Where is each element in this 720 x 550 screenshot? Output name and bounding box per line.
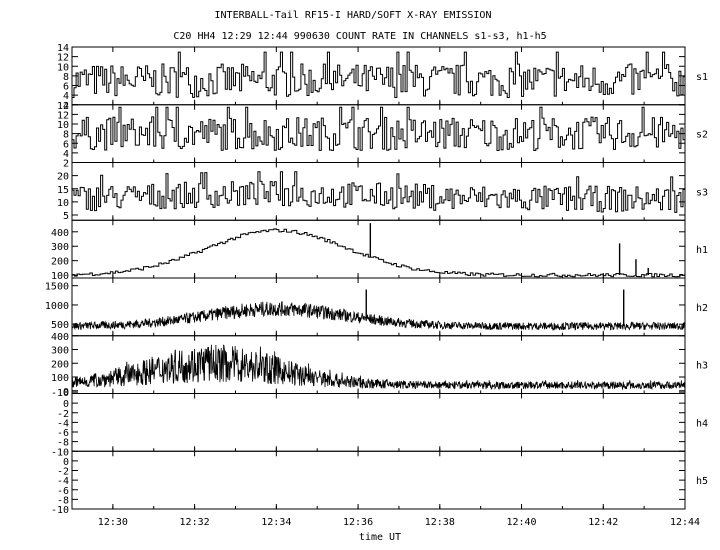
x-tick-label: 12:36: [343, 517, 373, 528]
y-tick-label: 4: [63, 149, 69, 160]
panel-label-h1: h1: [696, 245, 708, 256]
series-h3: [71, 344, 685, 391]
y-tick-label: 2: [63, 101, 69, 112]
y-tick-label: 0: [63, 457, 69, 468]
y-tick-label: 8: [63, 72, 69, 83]
x-axis-label: time UT: [359, 532, 401, 543]
panel-frame: [71, 219, 686, 279]
y-tick-label: 4: [63, 91, 69, 102]
y-tick-label: 6: [63, 82, 69, 93]
panel-label-s1: s1: [696, 72, 708, 83]
series-h2: [71, 301, 685, 332]
y-tick-label: 2: [63, 159, 69, 170]
panel-frame: [71, 277, 686, 337]
y-tick-label: -8: [57, 438, 69, 449]
y-tick-label: 1000: [45, 301, 69, 312]
y-tick-label: 300: [51, 346, 69, 357]
y-tick-label: 0: [63, 399, 69, 410]
y-tick-label: 5: [63, 211, 69, 222]
x-tick-label: 12:40: [506, 517, 536, 528]
x-axis-ticks: 12:30 12:32 12:34 12:36 12:38 12:40 12:42 12:44: [98, 517, 700, 528]
y-tick-label: 100: [51, 271, 69, 282]
panel-frame: [71, 104, 686, 163]
panel-s3: 20 15 10 5 s3: [57, 162, 708, 222]
x-tick-label: 12:42: [588, 517, 618, 528]
y-tick-label: 0: [63, 387, 69, 398]
y-tick-label: 10: [57, 62, 69, 73]
panel-label-h3: h3: [696, 361, 708, 372]
panel-label-h2: h2: [696, 303, 708, 314]
y-tick-label: -8: [57, 495, 69, 506]
x-tick-label: 12:38: [425, 517, 455, 528]
panel-label-h4: h4: [696, 418, 708, 429]
y-tick-label: -6: [57, 486, 69, 497]
y-tick-label: 20: [57, 172, 69, 183]
y-tick-label: 14: [57, 101, 69, 112]
panel-frame: [71, 162, 686, 221]
panels-group: 1412108642s11412108642s22015105s34003002…: [45, 43, 708, 516]
y-tick-label: 400: [51, 228, 69, 239]
x-tick-label: 12:32: [180, 517, 210, 528]
y-tick-label: 300: [51, 242, 69, 253]
chart-subtitle: C20 HH4 12:29 12:44 990630 COUNT RATE IN…: [173, 31, 546, 42]
y-tick-label: 200: [51, 359, 69, 370]
series-s3: [72, 171, 685, 213]
y-tick-label: -2: [57, 467, 69, 478]
panel-label-s3: s3: [696, 187, 708, 198]
y-tick-label: 8: [63, 130, 69, 141]
panel-frame: [71, 450, 686, 510]
y-tick-label: -10: [51, 447, 69, 458]
y-tick-label: 12: [57, 110, 69, 121]
panel-h3: 400 300 200 100 0-10 h3: [51, 332, 708, 399]
panel-label-s2: s2: [696, 130, 708, 141]
y-tick-label: 6: [63, 139, 69, 150]
y-tick-label: -10: [51, 388, 69, 399]
series-s2: [72, 106, 685, 151]
x-tick-label: 12:44: [670, 517, 700, 528]
panel-frame: [71, 393, 686, 452]
y-tick-label: 10: [57, 198, 69, 209]
y-tick-label: 15: [57, 185, 69, 196]
chart-title: INTERBALL-Tail RF15-I HARD/SOFT X-RAY EM…: [215, 10, 492, 21]
y-tick-label: 200: [51, 257, 69, 268]
panel-h4: 0-2-4-6-8-10 h4: [51, 393, 708, 458]
y-tick-label: -4: [57, 418, 69, 429]
y-tick-label: 100: [51, 373, 69, 384]
y-tick-label: 500: [51, 320, 69, 331]
y-tick-label: 1500: [45, 282, 69, 293]
y-tick-label: 400: [51, 332, 69, 343]
panel-label-h5: h5: [696, 476, 708, 487]
x-tick-label: 12:30: [98, 517, 128, 528]
series-s1: [72, 51, 685, 98]
y-tick-label: -6: [57, 428, 69, 439]
y-tick-label: -4: [57, 476, 69, 487]
panel-h2: 1500 1000 500 h2: [45, 277, 708, 337]
y-tick-label: 12: [57, 53, 69, 64]
panel-h1: 400 300 200 100 h1: [51, 219, 708, 282]
y-tick-label: -2: [57, 409, 69, 420]
y-tick-label: -10: [51, 505, 69, 516]
y-tick-label: 14: [57, 43, 69, 54]
series-h1: [72, 228, 685, 278]
y-tick-label: 10: [57, 120, 69, 131]
x-tick-label: 12:34: [261, 517, 291, 528]
